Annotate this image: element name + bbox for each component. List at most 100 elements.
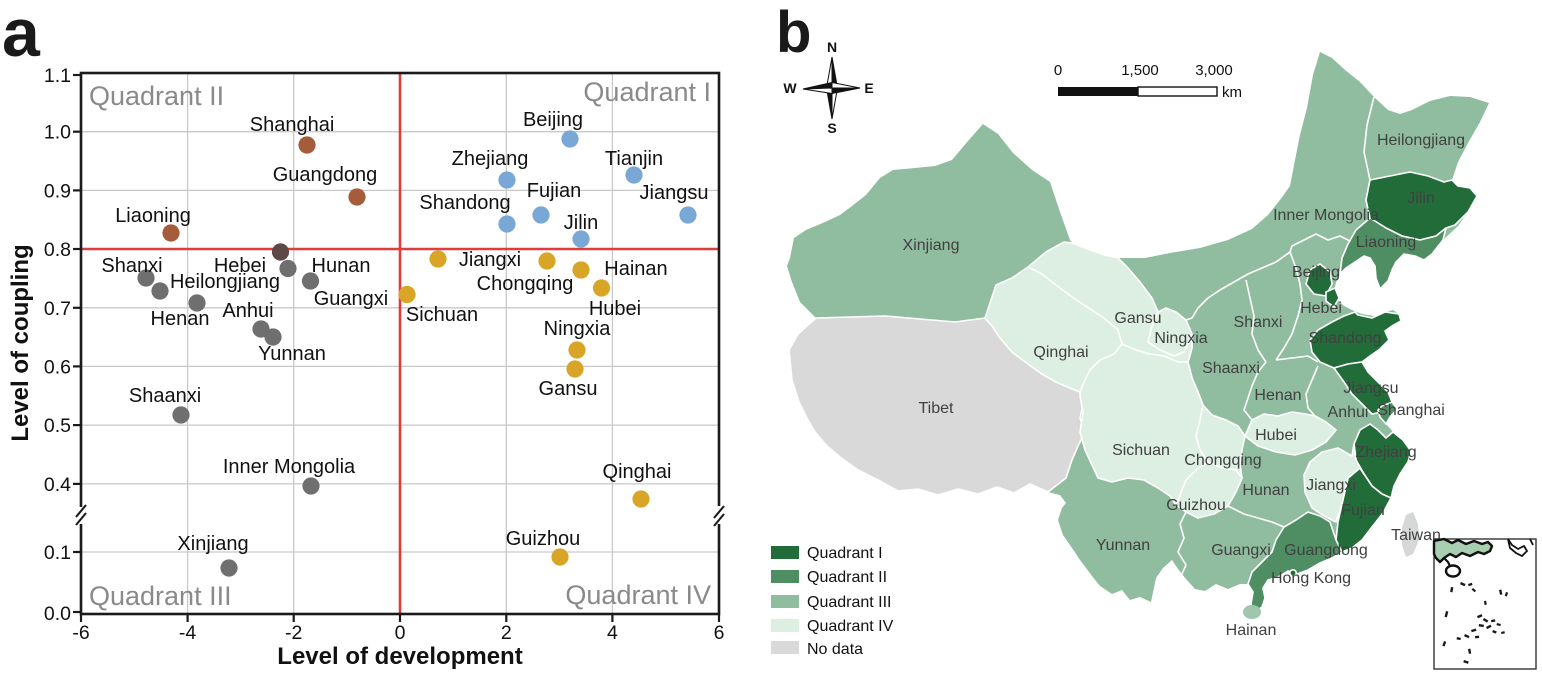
- svg-text:Hebei: Hebei: [1300, 300, 1342, 317]
- svg-text:Henan: Henan: [1254, 387, 1301, 404]
- svg-text:0.9: 0.9: [44, 180, 71, 202]
- svg-text:Quadrant IV: Quadrant IV: [565, 580, 711, 610]
- svg-text:Qinghai: Qinghai: [1033, 344, 1088, 361]
- svg-text:Anhui: Anhui: [1328, 404, 1369, 421]
- svg-text:Guangxi: Guangxi: [314, 288, 389, 310]
- svg-text:Level of coupling: Level of coupling: [7, 244, 34, 441]
- svg-text:km: km: [1222, 84, 1242, 101]
- svg-text:1,500: 1,500: [1121, 62, 1159, 79]
- svg-text:Hubei: Hubei: [1255, 427, 1297, 444]
- svg-text:Guizhou: Guizhou: [506, 528, 581, 550]
- svg-text:-2: -2: [285, 622, 302, 644]
- svg-text:Gansu: Gansu: [1114, 310, 1161, 327]
- svg-text:Hunan: Hunan: [1242, 482, 1289, 499]
- svg-text:Shandong: Shandong: [419, 192, 510, 214]
- svg-text:Yunnan: Yunnan: [258, 343, 326, 365]
- svg-text:Hong Kong: Hong Kong: [1271, 570, 1351, 587]
- svg-text:Yunnan: Yunnan: [1096, 537, 1150, 554]
- svg-text:Beijing: Beijing: [523, 109, 583, 131]
- svg-text:0.6: 0.6: [44, 356, 71, 378]
- svg-text:Hubei: Hubei: [589, 298, 641, 320]
- svg-text:0.0: 0.0: [44, 603, 71, 625]
- svg-text:-4: -4: [179, 622, 196, 644]
- svg-text:Zhejiang: Zhejiang: [1355, 444, 1416, 461]
- svg-text:0: 0: [395, 622, 406, 644]
- svg-text:Quadrant III: Quadrant III: [89, 581, 232, 611]
- svg-text:Jiangxi: Jiangxi: [459, 249, 521, 271]
- svg-text:a: a: [2, 0, 41, 71]
- svg-text:Henan: Henan: [151, 308, 210, 330]
- svg-text:Liaoning: Liaoning: [115, 205, 191, 227]
- svg-text:N: N: [827, 39, 837, 55]
- svg-text:Fujian: Fujian: [527, 180, 581, 202]
- svg-text:0.7: 0.7: [44, 298, 71, 320]
- svg-text:Tianjin: Tianjin: [605, 148, 663, 170]
- svg-text:Jilin: Jilin: [564, 212, 598, 234]
- svg-text:0.4: 0.4: [44, 474, 71, 496]
- svg-text:Jilin: Jilin: [1407, 190, 1435, 207]
- svg-text:Xinjiang: Xinjiang: [903, 237, 960, 254]
- svg-text:0.1: 0.1: [44, 542, 71, 564]
- svg-text:Inner Mongolia: Inner Mongolia: [1273, 207, 1379, 224]
- svg-text:Shanxi: Shanxi: [1234, 314, 1283, 331]
- svg-text:Jiangsu: Jiangsu: [1343, 380, 1398, 397]
- svg-text:S: S: [827, 120, 836, 136]
- svg-text:Inner Mongolia: Inner Mongolia: [223, 456, 356, 478]
- svg-text:Chongqing: Chongqing: [477, 273, 574, 295]
- svg-text:Quadrant III: Quadrant III: [807, 594, 892, 611]
- svg-text:Tibet: Tibet: [919, 400, 955, 417]
- svg-text:0.5: 0.5: [44, 415, 71, 437]
- svg-text:Shaanxi: Shaanxi: [129, 385, 201, 407]
- svg-text:Guizhou: Guizhou: [1166, 497, 1226, 514]
- svg-text:2: 2: [501, 622, 512, 644]
- svg-text:Jiangxi: Jiangxi: [1306, 477, 1356, 494]
- svg-text:6: 6: [714, 622, 725, 644]
- svg-text:Shanxi: Shanxi: [101, 255, 162, 277]
- svg-text:Guangdong: Guangdong: [273, 164, 378, 186]
- svg-text:Liaoning: Liaoning: [1356, 234, 1417, 251]
- svg-text:Sichuan: Sichuan: [406, 304, 478, 326]
- svg-text:3,000: 3,000: [1195, 62, 1233, 79]
- svg-text:Qinghai: Qinghai: [603, 461, 672, 483]
- svg-text:E: E: [864, 80, 873, 96]
- svg-text:Shanghai: Shanghai: [250, 114, 335, 136]
- svg-text:-6: -6: [72, 622, 89, 644]
- svg-text:Zhejiang: Zhejiang: [452, 148, 529, 170]
- svg-text:Chongqing: Chongqing: [1184, 452, 1261, 469]
- svg-text:b: b: [776, 0, 811, 65]
- svg-text:Gansu: Gansu: [539, 378, 598, 400]
- svg-text:Quadrant II: Quadrant II: [807, 569, 887, 586]
- svg-text:Heilongjiang: Heilongjiang: [1377, 132, 1465, 149]
- svg-text:4: 4: [607, 622, 618, 644]
- svg-text:1.1: 1.1: [44, 65, 71, 87]
- svg-text:Hunan: Hunan: [312, 255, 371, 277]
- svg-text:Hebei: Hebei: [214, 255, 266, 277]
- svg-text:Jiangsu: Jiangsu: [640, 182, 709, 204]
- svg-text:Shandong: Shandong: [1309, 330, 1382, 347]
- svg-text:Ningxia: Ningxia: [1154, 330, 1207, 347]
- svg-text:Shanghai: Shanghai: [1377, 402, 1445, 419]
- svg-text:No data: No data: [807, 641, 863, 658]
- svg-text:Taiwan: Taiwan: [1391, 527, 1441, 544]
- svg-text:Quadrant II: Quadrant II: [89, 81, 224, 111]
- svg-text:Quadrant I: Quadrant I: [583, 77, 711, 107]
- svg-text:Hainan: Hainan: [604, 258, 667, 280]
- svg-text:1.0: 1.0: [44, 122, 71, 144]
- svg-text:Quadrant IV: Quadrant IV: [807, 618, 894, 635]
- svg-text:Guangdong: Guangdong: [1284, 542, 1368, 559]
- svg-text:Heilongjiang: Heilongjiang: [170, 271, 280, 293]
- svg-text:Level of development: Level of development: [277, 643, 522, 670]
- svg-text:W: W: [783, 80, 797, 96]
- svg-text:0: 0: [1054, 62, 1062, 79]
- svg-text:Xinjiang: Xinjiang: [177, 533, 248, 555]
- svg-text:Beijing: Beijing: [1292, 264, 1340, 281]
- svg-text:Anhui: Anhui: [222, 300, 273, 322]
- svg-text:Guangxi: Guangxi: [1211, 542, 1271, 559]
- svg-text:Fujian: Fujian: [1341, 502, 1385, 519]
- svg-text:0.8: 0.8: [44, 239, 71, 261]
- svg-text:Ningxia: Ningxia: [544, 318, 612, 340]
- svg-text:Shaanxi: Shaanxi: [1202, 360, 1260, 377]
- svg-text:Quadrant I: Quadrant I: [807, 545, 883, 562]
- svg-text:Hainan: Hainan: [1226, 622, 1277, 639]
- svg-text:Sichuan: Sichuan: [1112, 442, 1170, 459]
